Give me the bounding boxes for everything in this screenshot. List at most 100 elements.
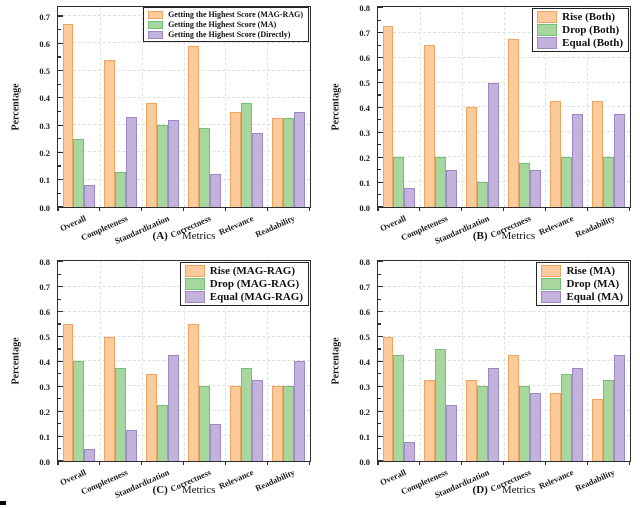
chart-panel-c: Percentage Overall Completeness Standardiz… xyxy=(0,254,320,508)
orange-swatch xyxy=(184,265,205,277)
y-tick xyxy=(378,335,383,338)
legend-label: Rise (Both) xyxy=(562,11,616,23)
legend-item: Drop (MAG-RAG) xyxy=(184,278,303,290)
y-tick xyxy=(58,385,63,387)
y-minor-tick xyxy=(378,398,381,400)
bar xyxy=(240,103,252,207)
bar xyxy=(293,111,305,207)
y-tick xyxy=(378,206,383,208)
y-tick-label: 0.6 xyxy=(359,53,370,64)
x-tick xyxy=(544,207,547,211)
y-axis-label: Percentage xyxy=(330,83,342,131)
bar xyxy=(84,185,96,207)
y-minor-tick xyxy=(58,192,61,194)
bar xyxy=(115,367,127,461)
x-tick xyxy=(183,461,185,465)
bar xyxy=(560,373,572,461)
y-tick-label: 0.8 xyxy=(359,3,370,14)
y-tick xyxy=(58,335,63,338)
y-tick xyxy=(378,131,383,133)
y-minor-tick xyxy=(378,298,381,300)
x-tick xyxy=(503,461,505,465)
bar xyxy=(466,380,478,461)
y-minor-tick xyxy=(58,348,61,350)
bar xyxy=(477,386,489,461)
bar xyxy=(199,386,210,461)
gridline-vertical xyxy=(267,7,269,207)
bar xyxy=(591,101,603,207)
legend-item: Equal (MAG-RAG) xyxy=(184,291,303,303)
x-axis-caption: (D) Metrics xyxy=(377,484,631,496)
y-tick-label: 0.5 xyxy=(359,78,370,88)
orange-swatch xyxy=(537,11,558,23)
plot-area-b: Overall Completeness Standardization Correc… xyxy=(359,3,631,246)
legend-label: Drop (Both) xyxy=(562,24,620,36)
legend-label: Drop (MA) xyxy=(566,278,620,290)
legend-label: Rise (MA) xyxy=(566,265,616,277)
y-tick-label: 0.4 xyxy=(359,102,370,113)
plot-area-d: Overall Completeness Standardization Correc… xyxy=(359,257,631,500)
y-minor-tick xyxy=(378,169,381,171)
y-minor-tick xyxy=(58,29,61,31)
x-tick xyxy=(266,461,268,465)
x-tick xyxy=(503,207,505,211)
x-tick xyxy=(141,461,143,465)
bar xyxy=(508,355,520,461)
purple-swatch xyxy=(537,37,558,49)
bar xyxy=(571,367,583,461)
y-tick xyxy=(58,460,63,462)
y-tick xyxy=(378,7,383,9)
x-tick xyxy=(461,207,463,211)
y-minor-tick xyxy=(58,423,61,425)
y-axis-label: Percentage xyxy=(10,337,22,385)
legend-item: Getting the Highest Score (Directly) xyxy=(148,30,303,39)
bar xyxy=(126,116,138,207)
bar xyxy=(613,355,625,461)
chart-panel-b: Percentage Overall Completeness Standardiz… xyxy=(320,0,640,254)
x-tick xyxy=(544,461,547,465)
y-tick-label: 0.6 xyxy=(359,307,370,318)
y-minor-tick xyxy=(58,398,61,400)
x-tick xyxy=(266,207,268,211)
bar xyxy=(199,127,210,207)
y-tick xyxy=(378,106,383,108)
y-minor-tick xyxy=(58,273,61,275)
gridline-vertical xyxy=(587,261,589,461)
y-tick-label: 0.1 xyxy=(359,177,370,188)
bar xyxy=(104,336,116,461)
gridline-vertical xyxy=(461,261,463,461)
y-tick-label: 0.7 xyxy=(359,282,370,293)
legend-label: Drop (MAG-RAG) xyxy=(209,278,300,290)
panel-letter: (C) xyxy=(152,484,168,496)
y-minor-tick xyxy=(58,165,61,167)
bar xyxy=(519,386,530,461)
green-swatch xyxy=(184,278,205,290)
y-tick-label: 0.8 xyxy=(359,257,370,268)
y-tick xyxy=(58,69,63,72)
y-minor-tick xyxy=(58,83,61,85)
gridline-vertical xyxy=(183,261,185,461)
y-tick xyxy=(378,410,383,412)
legend-item: Getting the Highest Score (MAG-RAG) xyxy=(148,10,303,19)
legend-label: Getting the Highest Score (MAG-RAG) xyxy=(168,10,303,19)
x-tick xyxy=(586,461,588,465)
gridline-vertical xyxy=(419,261,421,461)
y-tick xyxy=(58,360,63,362)
bar xyxy=(488,82,499,207)
legend: Rise (MAG-RAG) Drop (MAG-RAG) Equal (MAG-R… xyxy=(179,262,309,306)
x-axis-label: Metrics xyxy=(181,230,216,242)
y-tick-label: 0.8 xyxy=(39,257,50,268)
y-tick-label: 0.2 xyxy=(39,406,50,417)
y-tick xyxy=(378,32,383,34)
y-tick-label: 0.5 xyxy=(39,332,50,342)
bar xyxy=(613,113,625,207)
bar xyxy=(404,188,416,207)
bar xyxy=(488,367,499,461)
y-tick xyxy=(58,435,63,437)
legend-item: Drop (MA) xyxy=(541,278,623,290)
y-minor-tick xyxy=(58,138,61,140)
legend: Rise (MA) Drop (MA) Equal (MA) xyxy=(536,262,629,306)
gridline-vertical xyxy=(225,7,227,207)
purple-swatch xyxy=(184,291,205,303)
y-tick xyxy=(378,156,383,158)
